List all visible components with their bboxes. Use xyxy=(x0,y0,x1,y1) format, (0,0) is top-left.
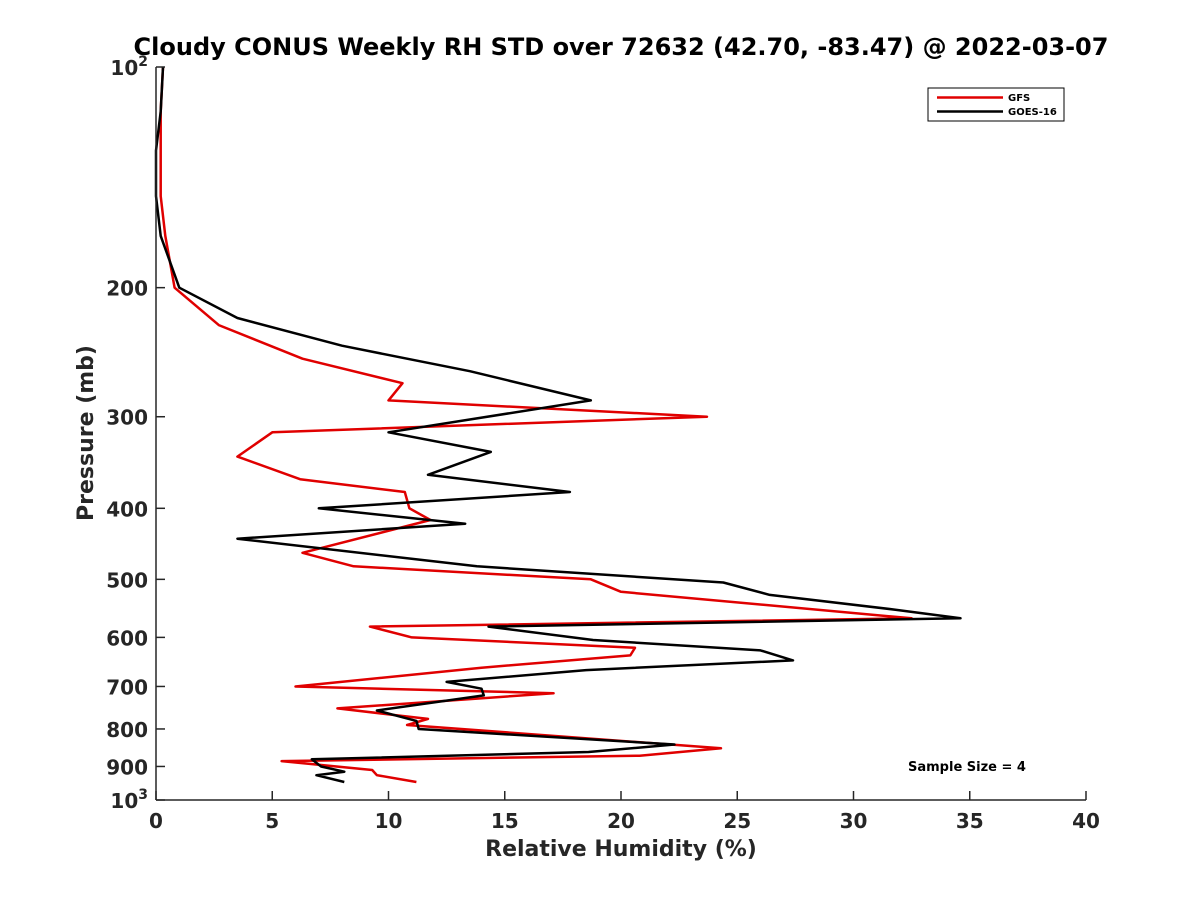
x-tick-label: 0 xyxy=(149,809,163,833)
x-tick-label: 30 xyxy=(840,809,868,833)
x-axis-title: Relative Humidity (%) xyxy=(485,837,757,862)
y-tick-label: 102 xyxy=(110,54,148,80)
y-tick-label: 500 xyxy=(106,568,148,592)
y-tick-label: 700 xyxy=(106,675,148,699)
y-tick-label: 200 xyxy=(106,277,148,301)
series-line-goes16 xyxy=(154,66,962,784)
y-tick-label: 103 xyxy=(110,787,148,813)
y-tick-label: 800 xyxy=(106,718,148,742)
x-tick-label: 15 xyxy=(491,809,519,833)
plot-area xyxy=(156,67,1086,800)
series-layer xyxy=(154,66,962,784)
y-axis-title: Pressure (mb) xyxy=(74,345,99,521)
legend-box xyxy=(927,87,1065,122)
y-tick-exponent: 2 xyxy=(138,54,148,70)
legend-label-gfs: GFS xyxy=(1008,93,1030,104)
y-tick-exponent: 3 xyxy=(138,787,148,803)
y-tick-label: 600 xyxy=(106,626,148,650)
chart-title: Cloudy CONUS Weekly RH STD over 72632 (4… xyxy=(134,33,1109,61)
y-tick-label: 900 xyxy=(106,755,148,779)
legend: GFS GOES-16 xyxy=(927,87,1065,122)
series-line-gfs xyxy=(159,66,913,784)
x-tick-label: 20 xyxy=(607,809,635,833)
x-tick-label: 40 xyxy=(1072,809,1100,833)
y-tick-base: 10 xyxy=(110,789,138,813)
x-tick-label: 10 xyxy=(375,809,403,833)
y-tick-base: 10 xyxy=(110,56,138,80)
x-axis-ticks: 0 5 10 15 20 25 30 35 40 xyxy=(149,791,1100,833)
y-tick-label: 300 xyxy=(106,406,148,430)
x-tick-label: 25 xyxy=(723,809,751,833)
x-tick-label: 35 xyxy=(956,809,984,833)
sample-size-annotation: Sample Size = 4 xyxy=(908,760,1026,775)
legend-label-goes16: GOES-16 xyxy=(1008,107,1057,118)
x-tick-label: 5 xyxy=(265,809,279,833)
y-tick-label: 400 xyxy=(106,497,148,521)
